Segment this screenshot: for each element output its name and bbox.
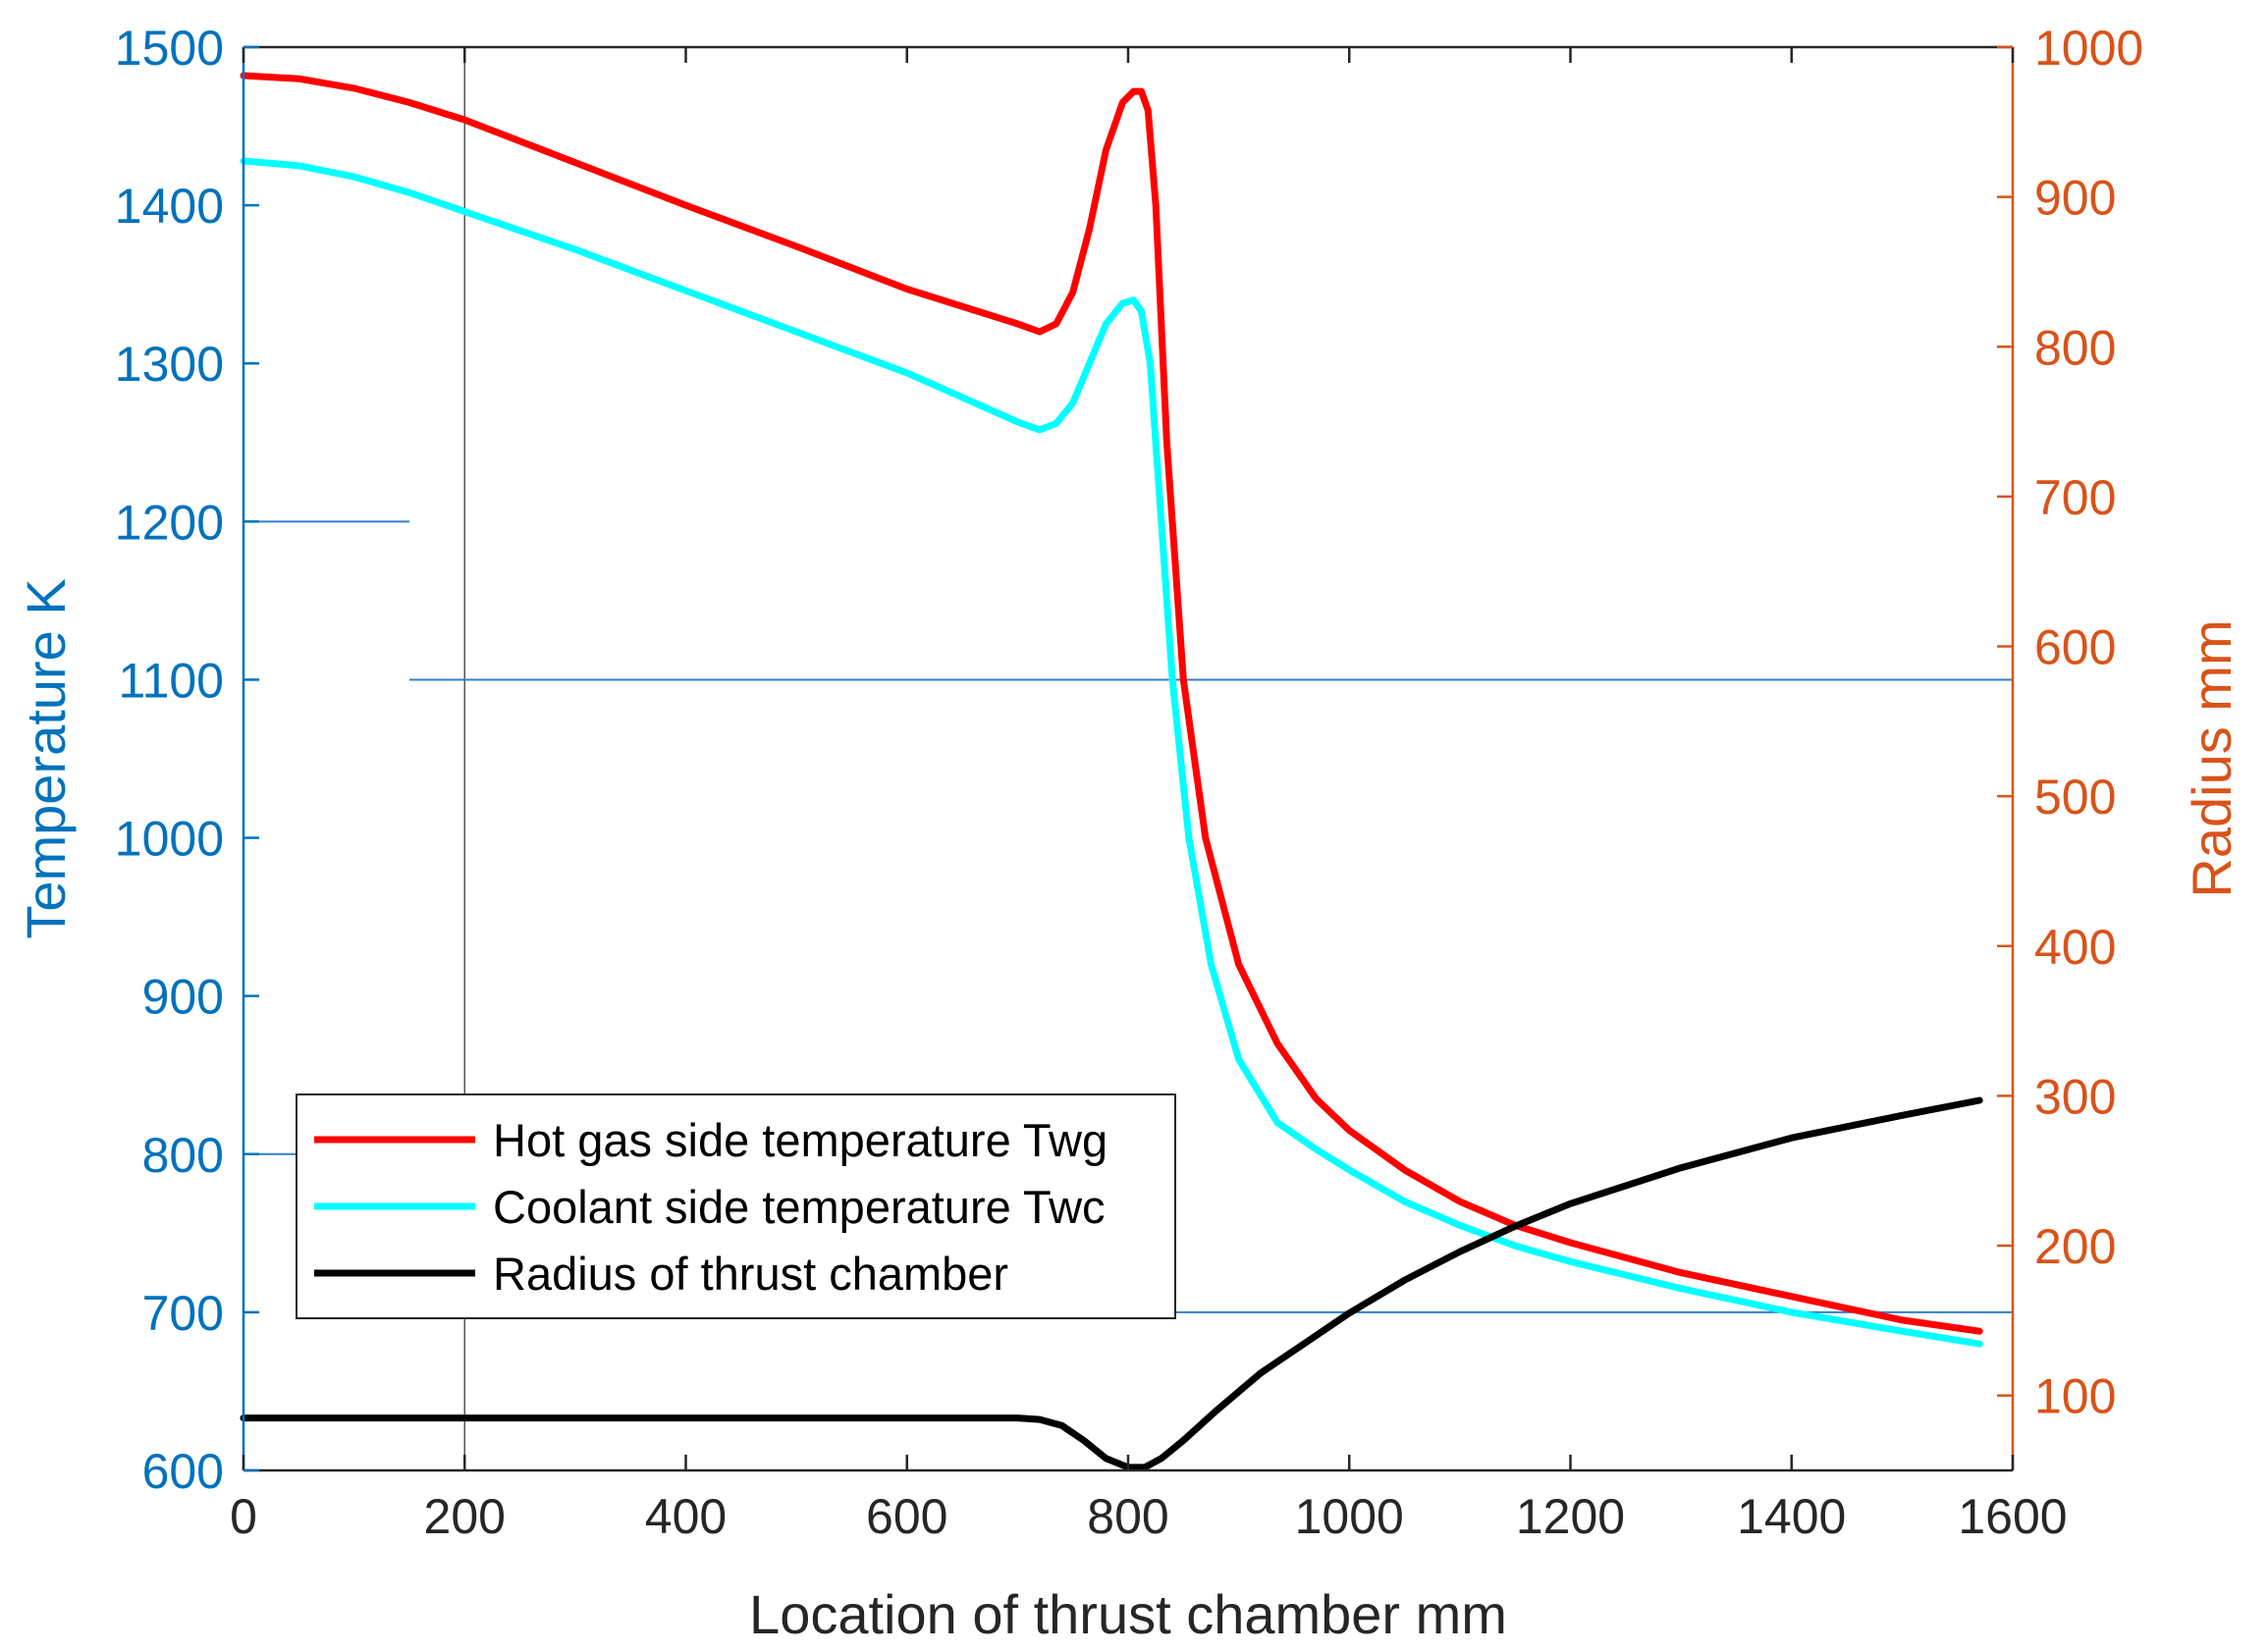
axis-labels: Location of thrust chamber mm Temperatur… [15, 578, 2242, 1645]
x-tick-label-2: 400 [645, 1489, 727, 1544]
right-y-tick-label-7: 800 [2034, 320, 2116, 375]
right-y-tick-label-3: 400 [2034, 920, 2116, 975]
left-y-tick-label-5: 1100 [118, 653, 224, 708]
axes: 0 200 400 600 800 1000 1200 1400 1600 600 700 800 90… [115, 21, 2143, 1544]
x-tick-label-7: 1400 [1737, 1489, 1846, 1544]
left-y-tick-label-9: 1500 [115, 21, 224, 76]
left-y-axis-label: Temperature K [15, 578, 77, 938]
left-y-tick-label-0: 600 [142, 1444, 224, 1499]
right-y-axis-label: Radius mm [2181, 619, 2242, 897]
x-tick-label-8: 1600 [1958, 1489, 2067, 1544]
series-line-1 [240, 157, 1983, 1348]
x-tick-label-3: 600 [866, 1489, 947, 1544]
left-y-tick-label-7: 1300 [115, 337, 224, 392]
right-y-tick-label-2: 300 [2034, 1069, 2116, 1124]
legend: Hot gas side temperature Twg Coolant side… [296, 1093, 1176, 1319]
x-tick-label-5: 1000 [1295, 1489, 1404, 1544]
left-y-tick-label-1: 700 [142, 1286, 224, 1341]
left-y-tick-label-6: 1200 [115, 495, 224, 550]
x-tick-label-1: 200 [424, 1489, 506, 1544]
x-axis-label: Location of thrust chamber mm [749, 1583, 1507, 1645]
right-y-tick-label-1: 200 [2034, 1219, 2116, 1274]
right-y-tick-label-5: 600 [2034, 620, 2116, 675]
series-line-0 [240, 72, 1983, 1335]
legend-label-2: Radius of thrust chamber [493, 1248, 1008, 1300]
left-y-tick-label-4: 1000 [115, 812, 224, 867]
left-y-tick-label-3: 900 [142, 970, 224, 1025]
legend-label-0: Hot gas side temperature Twg [493, 1114, 1107, 1166]
right-y-tick-label-0: 100 [2034, 1369, 2116, 1424]
x-tick-label-0: 0 [230, 1489, 257, 1544]
left-y-tick-label-8: 1400 [115, 179, 224, 234]
series-line-2 [240, 1096, 1983, 1471]
legend-label-1: Coolant side temperature Twc [493, 1181, 1106, 1233]
right-y-tick-label-9: 1000 [2034, 21, 2143, 76]
right-y-tick-label-4: 500 [2034, 770, 2116, 825]
series-lines [240, 72, 1983, 1471]
x-tick-label-6: 1200 [1516, 1489, 1625, 1544]
right-y-tick-label-8: 900 [2034, 171, 2116, 226]
x-tick-label-4: 800 [1087, 1489, 1168, 1544]
right-y-tick-label-6: 700 [2034, 470, 2116, 525]
left-y-tick-label-2: 800 [142, 1128, 224, 1183]
